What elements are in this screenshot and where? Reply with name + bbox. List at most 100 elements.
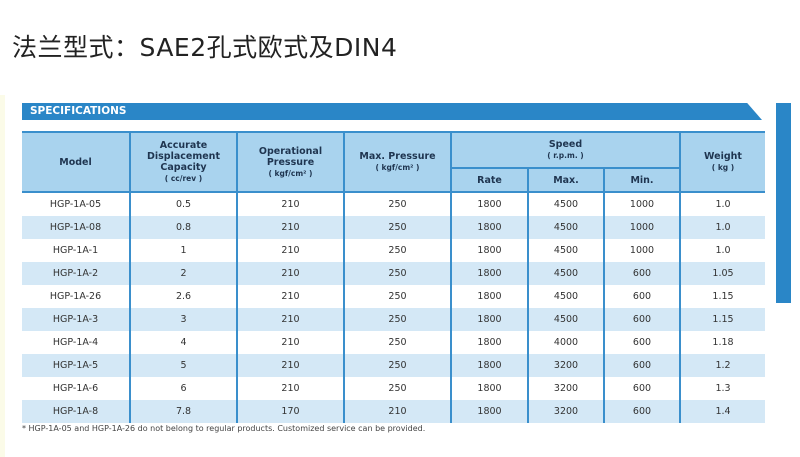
header-weight-unit: ( kg ) [711, 163, 735, 172]
cell-max-pressure: 250 [343, 192, 452, 216]
cell-model: HGP-1A-2 [22, 262, 131, 285]
table-row: HGP-1A-3 3 210 250 1800 4500 600 1.15 [22, 308, 765, 331]
table-row: HGP-1A-05 0.5 210 250 1800 4500 1000 1.0 [22, 192, 765, 216]
table-row: HGP-1A-8 7.8 170 210 1800 3200 600 1.4 [22, 400, 765, 423]
cell-displacement: 7.8 [129, 400, 238, 423]
cell-weight: 1.4 [679, 400, 765, 423]
cell-speed-max: 4500 [527, 308, 605, 331]
cell-speed-min: 600 [603, 331, 681, 354]
cell-speed-min: 600 [603, 262, 681, 285]
header-weight-label: Weight [704, 151, 742, 162]
cell-model: HGP-1A-8 [22, 400, 131, 423]
cell-max-pressure: 250 [343, 377, 452, 400]
cell-op-pressure: 210 [236, 262, 345, 285]
cell-max-pressure: 250 [343, 354, 452, 377]
cell-displacement: 6 [129, 377, 238, 400]
cell-model: HGP-1A-1 [22, 239, 131, 262]
cell-speed-max: 4000 [527, 331, 605, 354]
cell-displacement: 0.5 [129, 192, 238, 216]
header-max-pressure-unit: ( kgf/cm² ) [375, 163, 420, 172]
cell-weight: 1.05 [679, 262, 765, 285]
table-row: HGP-1A-5 5 210 250 1800 3200 600 1.2 [22, 354, 765, 377]
header-weight: Weight( kg ) [679, 132, 765, 193]
table-row: HGP-1A-6 6 210 250 1800 3200 600 1.3 [22, 377, 765, 400]
cell-displacement: 1 [129, 239, 238, 262]
cell-op-pressure: 210 [236, 285, 345, 308]
cell-model: HGP-1A-3 [22, 308, 131, 331]
header-displacement-label: Accurate Displacement Capacity [147, 140, 220, 173]
cell-op-pressure: 170 [236, 400, 345, 423]
cell-speed-min: 600 [603, 285, 681, 308]
header-speed: Speed( r.p.m. ) [450, 132, 681, 169]
cell-displacement: 4 [129, 331, 238, 354]
cell-displacement: 2.6 [129, 285, 238, 308]
cell-displacement: 2 [129, 262, 238, 285]
cell-op-pressure: 210 [236, 192, 345, 216]
cell-speed-max: 3200 [527, 377, 605, 400]
header-displacement-unit: ( cc/rev ) [164, 174, 203, 183]
cell-speed-max: 3200 [527, 354, 605, 377]
cell-op-pressure: 210 [236, 239, 345, 262]
header-rate: Rate [451, 168, 529, 193]
cell-speed-max: 3200 [527, 400, 605, 423]
cell-weight: 1.0 [679, 192, 765, 216]
table-row: HGP-1A-1 1 210 250 1800 4500 1000 1.0 [22, 239, 765, 262]
cell-weight: 1.15 [679, 308, 765, 331]
header-max-pressure: Max. Pressure( kgf/cm² ) [343, 132, 452, 193]
cell-rate: 1800 [450, 285, 529, 308]
cell-model: HGP-1A-08 [22, 216, 131, 239]
header-model: Model [22, 132, 131, 193]
cell-speed-min: 600 [603, 308, 681, 331]
header-speed-unit: ( r.p.m. ) [547, 151, 584, 160]
cell-model: HGP-1A-6 [22, 377, 131, 400]
footnote: * HGP-1A-05 and HGP-1A-26 do not belong … [22, 424, 426, 433]
table-row: HGP-1A-08 0.8 210 250 1800 4500 1000 1.0 [22, 216, 765, 239]
cell-model: HGP-1A-05 [22, 192, 131, 216]
cell-max-pressure: 250 [343, 216, 452, 239]
header-speed-max: Max. [527, 168, 605, 193]
cell-max-pressure: 250 [343, 308, 452, 331]
cell-speed-min: 1000 [603, 239, 681, 262]
cell-rate: 1800 [450, 216, 529, 239]
cell-weight: 1.15 [679, 285, 765, 308]
header-speed-min: Min. [603, 168, 680, 193]
cell-op-pressure: 210 [236, 354, 345, 377]
cell-rate: 1800 [450, 308, 529, 331]
side-accent-bar [776, 103, 791, 303]
header-max-pressure-label: Max. Pressure [359, 151, 436, 162]
cell-max-pressure: 210 [343, 400, 452, 423]
cell-max-pressure: 250 [343, 262, 452, 285]
cell-model: HGP-1A-5 [22, 354, 131, 377]
cell-weight: 1.3 [679, 377, 765, 400]
cell-model: HGP-1A-4 [22, 331, 131, 354]
left-edge-decoration [0, 95, 5, 457]
cell-speed-max: 4500 [527, 285, 605, 308]
cell-speed-max: 4500 [527, 239, 605, 262]
cell-model: HGP-1A-26 [22, 285, 131, 308]
cell-rate: 1800 [450, 354, 529, 377]
cell-speed-max: 4500 [527, 192, 605, 216]
cell-max-pressure: 250 [343, 285, 452, 308]
page-title: 法兰型式：SAE2孔式欧式及DIN4 [12, 33, 398, 62]
header-op-pressure-label: Operational Pressure [258, 145, 323, 168]
cell-weight: 1.18 [679, 331, 765, 354]
specifications-table: Model Accurate Displacement Capacity( cc… [22, 131, 765, 423]
header-displacement: Accurate Displacement Capacity( cc/rev ) [129, 132, 238, 193]
cell-rate: 1800 [450, 239, 529, 262]
cell-weight: 1.2 [679, 354, 765, 377]
cell-speed-min: 600 [603, 400, 681, 423]
cell-speed-min: 600 [603, 377, 681, 400]
cell-displacement: 5 [129, 354, 238, 377]
cell-rate: 1800 [450, 400, 529, 423]
cell-op-pressure: 210 [236, 216, 345, 239]
cell-max-pressure: 250 [343, 331, 452, 354]
cell-max-pressure: 250 [343, 239, 452, 262]
header-speed-label: Speed [548, 139, 583, 150]
specifications-banner: SPECIFICATIONS [22, 103, 762, 120]
cell-op-pressure: 210 [236, 377, 345, 400]
cell-speed-min: 600 [603, 354, 681, 377]
cell-rate: 1800 [450, 192, 529, 216]
header-op-pressure-unit: ( kgf/cm² ) [268, 168, 313, 178]
cell-speed-max: 4500 [527, 216, 605, 239]
cell-rate: 1800 [450, 262, 529, 285]
